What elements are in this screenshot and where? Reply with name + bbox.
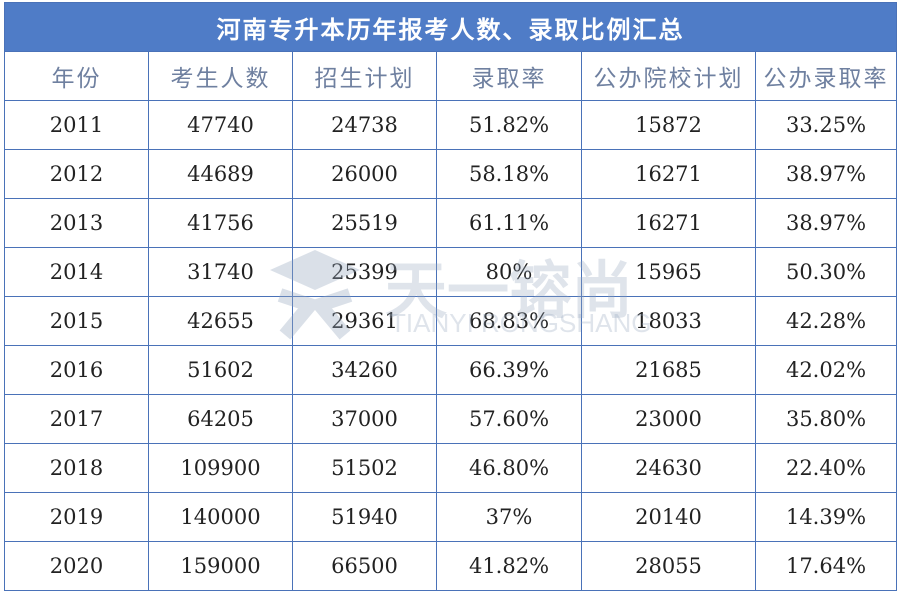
col-rate: 录取率 xyxy=(436,51,582,101)
cell-plan: 25519 xyxy=(292,198,437,248)
cell-applicants: 44689 xyxy=(148,149,293,199)
col-plan: 招生计划 xyxy=(292,51,437,101)
cell-rate: 66.39% xyxy=(436,345,582,395)
cell-rate: 57.60% xyxy=(436,394,582,444)
table-row: 2011 47740 24738 51.82% 15872 33.25% xyxy=(4,100,897,150)
cell-public-plan: 23000 xyxy=(581,394,756,444)
table-row: 2019 140000 51940 37% 20140 14.39% xyxy=(4,492,897,542)
col-public-plan: 公办院校计划 xyxy=(581,51,756,101)
cell-plan: 26000 xyxy=(292,149,437,199)
cell-public-rate: 50.30% xyxy=(755,247,897,297)
cell-rate: 46.80% xyxy=(436,443,582,493)
cell-public-plan: 28055 xyxy=(581,541,756,591)
cell-applicants: 47740 xyxy=(148,100,293,150)
cell-rate: 37% xyxy=(436,492,582,542)
cell-public-plan: 16271 xyxy=(581,198,756,248)
cell-rate: 51.82% xyxy=(436,100,582,150)
cell-plan: 51940 xyxy=(292,492,437,542)
cell-applicants: 159000 xyxy=(148,541,293,591)
cell-year: 2019 xyxy=(4,492,149,542)
cell-public-plan: 16271 xyxy=(581,149,756,199)
cell-applicants: 31740 xyxy=(148,247,293,297)
cell-plan: 37000 xyxy=(292,394,437,444)
cell-public-rate: 22.40% xyxy=(755,443,897,493)
cell-year: 2015 xyxy=(4,296,149,346)
cell-year: 2020 xyxy=(4,541,149,591)
table-row: 2013 41756 25519 61.11% 16271 38.97% xyxy=(4,198,897,248)
cell-public-plan: 24630 xyxy=(581,443,756,493)
cell-public-rate: 17.64% xyxy=(755,541,897,591)
cell-plan: 51502 xyxy=(292,443,437,493)
table-row: 2012 44689 26000 58.18% 16271 38.97% xyxy=(4,149,897,199)
cell-public-plan: 15965 xyxy=(581,247,756,297)
col-applicants: 考生人数 xyxy=(148,51,293,101)
cell-rate: 58.18% xyxy=(436,149,582,199)
cell-public-plan: 18033 xyxy=(581,296,756,346)
table-title: 河南专升本历年报考人数、录取比例汇总 xyxy=(4,2,897,52)
cell-public-rate: 38.97% xyxy=(755,198,897,248)
table-row: 2020 159000 66500 41.82% 28055 17.64% xyxy=(4,541,897,591)
cell-plan: 24738 xyxy=(292,100,437,150)
cell-plan: 66500 xyxy=(292,541,437,591)
cell-plan: 34260 xyxy=(292,345,437,395)
table-row: 2017 64205 37000 57.60% 23000 35.80% xyxy=(4,394,897,444)
header-row: 年份 考生人数 招生计划 录取率 公办院校计划 公办录取率 xyxy=(4,51,897,101)
cell-applicants: 42655 xyxy=(148,296,293,346)
cell-year: 2018 xyxy=(4,443,149,493)
cell-rate: 41.82% xyxy=(436,541,582,591)
cell-public-rate: 33.25% xyxy=(755,100,897,150)
cell-year: 2011 xyxy=(4,100,149,150)
cell-public-rate: 38.97% xyxy=(755,149,897,199)
cell-public-plan: 20140 xyxy=(581,492,756,542)
cell-year: 2017 xyxy=(4,394,149,444)
cell-applicants: 51602 xyxy=(148,345,293,395)
table-row: 2015 42655 29361 68.83% 18033 42.28% xyxy=(4,296,897,346)
cell-applicants: 109900 xyxy=(148,443,293,493)
cell-year: 2016 xyxy=(4,345,149,395)
col-year: 年份 xyxy=(4,51,149,101)
cell-public-rate: 42.28% xyxy=(755,296,897,346)
cell-year: 2013 xyxy=(4,198,149,248)
admission-table: 河南专升本历年报考人数、录取比例汇总 年份 考生人数 招生计划 录取率 公办院校… xyxy=(4,2,897,591)
cell-public-rate: 42.02% xyxy=(755,345,897,395)
col-public-rate: 公办录取率 xyxy=(755,51,897,101)
cell-public-rate: 14.39% xyxy=(755,492,897,542)
table-row: 2014 31740 25399 80% 15965 50.30% xyxy=(4,247,897,297)
cell-public-plan: 15872 xyxy=(581,100,756,150)
table-row: 2016 51602 34260 66.39% 21685 42.02% xyxy=(4,345,897,395)
cell-rate: 68.83% xyxy=(436,296,582,346)
cell-plan: 29361 xyxy=(292,296,437,346)
cell-applicants: 140000 xyxy=(148,492,293,542)
cell-applicants: 41756 xyxy=(148,198,293,248)
table-row: 2018 109900 51502 46.80% 24630 22.40% xyxy=(4,443,897,493)
cell-year: 2012 xyxy=(4,149,149,199)
cell-applicants: 64205 xyxy=(148,394,293,444)
cell-year: 2014 xyxy=(4,247,149,297)
cell-plan: 25399 xyxy=(292,247,437,297)
cell-rate: 61.11% xyxy=(436,198,582,248)
cell-rate: 80% xyxy=(436,247,582,297)
cell-public-plan: 21685 xyxy=(581,345,756,395)
cell-public-rate: 35.80% xyxy=(755,394,897,444)
